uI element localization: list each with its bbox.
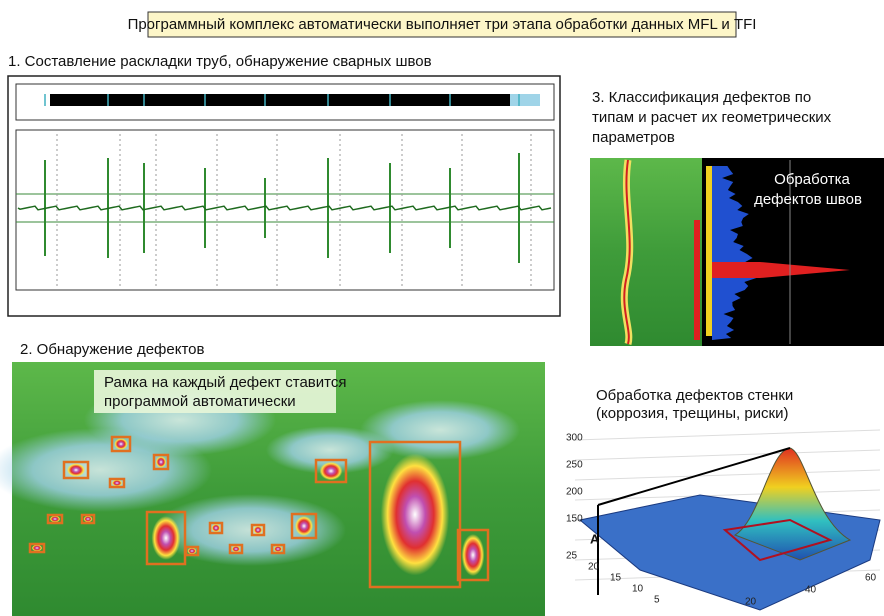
defect-hotspot	[152, 516, 181, 560]
section-title: 1. Составление раскладки труб, обнаружен…	[8, 53, 432, 70]
pipe-bar	[50, 94, 510, 106]
callout-text: Рамка на каждый дефект ставится	[104, 374, 346, 391]
tick-label: 200	[566, 487, 583, 498]
tick-label: 5	[654, 595, 660, 606]
tick-label: 25	[566, 551, 578, 562]
tick-label: 20	[745, 597, 757, 608]
histogram-side	[706, 166, 712, 336]
callout-text: программой автоматически	[104, 393, 296, 410]
grid-line	[575, 450, 880, 460]
axis-label: A	[590, 531, 600, 546]
histogram-side	[694, 220, 700, 340]
section-title-line: Обработка дефектов стенки	[596, 387, 793, 404]
grid-line	[575, 430, 880, 440]
defect-hotspot	[187, 548, 196, 555]
overlay-text: дефектов швов	[754, 191, 862, 208]
weld-image	[590, 158, 702, 346]
defect-hotspot	[320, 462, 343, 480]
tick-label: 15	[610, 573, 622, 584]
defect-hotspot	[32, 545, 43, 552]
defect-hotspot	[231, 546, 240, 553]
section-title: 2. Обнаружение дефектов	[20, 341, 205, 358]
surface	[580, 495, 880, 610]
defect-hotspot	[211, 524, 220, 532]
section-title-line: типам и расчет их геометрических	[592, 109, 832, 126]
defect-hotspot	[381, 454, 449, 576]
tick-label: 10	[632, 584, 644, 595]
grid-line	[575, 470, 880, 480]
cold-zone	[360, 400, 520, 460]
tick-label: 150	[566, 514, 583, 525]
defect-hotspot	[114, 438, 128, 450]
illustration: Программный комплекс автоматически выпол…	[0, 0, 884, 616]
defect-hotspot	[156, 456, 167, 468]
tick-label: 20	[588, 562, 600, 573]
defect-hotspot	[295, 516, 313, 536]
tick-label: 300	[566, 433, 583, 444]
tick-label: 250	[566, 460, 583, 471]
page: {"header": {"title": "Программный компле…	[0, 0, 884, 616]
defect-hotspot	[462, 534, 485, 576]
header-title: Программный комплекс автоматически выпол…	[128, 16, 757, 33]
section-title-line: 3. Классификация дефектов по	[592, 89, 811, 106]
defect-hotspot	[83, 516, 92, 523]
defect-hotspot	[50, 516, 61, 523]
signal-plot	[16, 130, 554, 290]
tick-label: 40	[805, 585, 817, 596]
defect-hotspot	[112, 480, 123, 487]
pipe-end	[510, 94, 540, 106]
defect-hotspot	[253, 526, 262, 534]
surface-plot: A 300 250 200 150 25 20 15 10 5 20 40 60	[566, 430, 880, 610]
defect-hotspot	[67, 463, 85, 476]
section-title-line: (коррозия, трещины, риски)	[596, 405, 788, 422]
defect-hotspot	[273, 546, 282, 553]
section-title-line: параметров	[592, 129, 675, 146]
overlay-text: Обработка	[774, 171, 850, 188]
tick-label: 60	[865, 573, 877, 584]
